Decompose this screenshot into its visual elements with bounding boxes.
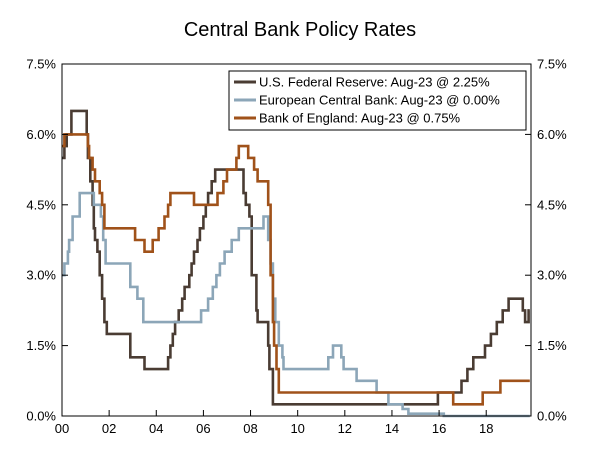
x-tick-label-1: 02 xyxy=(102,421,116,436)
x-tick-label-4: 08 xyxy=(243,421,257,436)
series-line-1 xyxy=(62,191,530,418)
y-tick-label-right-0: 0.0% xyxy=(537,409,567,424)
y-tick-label-right-2: 3.0% xyxy=(537,268,567,283)
series-line-0 xyxy=(62,109,530,406)
x-tick-label-5: 10 xyxy=(290,421,304,436)
chart-title: Central Bank Policy Rates xyxy=(184,19,416,41)
legend-label-1: European Central Bank: Aug-23 @ 0.00% xyxy=(259,93,500,108)
legend-label-2: Bank of England: Aug-23 @ 0.75% xyxy=(259,111,461,126)
legend-box xyxy=(228,70,527,131)
y-tick-label-left-3: 4.5% xyxy=(26,197,56,212)
axes: 0.0% 0.0% 1.5% 1.5% 3.0% 3.0% 4.5% 4.5% 6.0% 6.0%… xyxy=(26,57,567,437)
x-tick-label-7: 14 xyxy=(385,421,399,436)
x-tick-label-3: 06 xyxy=(196,421,210,436)
x-tick-label-0: 00 xyxy=(55,421,69,436)
legend: U.S. Federal Reserve: Aug-23 @ 2.25% Euro… xyxy=(228,70,527,131)
y-tick-label-right-4: 6.0% xyxy=(537,127,567,142)
y-tick-label-right-5: 7.5% xyxy=(537,57,567,72)
y-tick-label-left-0: 0.0% xyxy=(26,409,56,424)
y-tick-label-left-4: 6.0% xyxy=(26,127,56,142)
legend-label-0: U.S. Federal Reserve: Aug-23 @ 2.25% xyxy=(259,75,490,90)
x-tick-label-6: 12 xyxy=(338,421,352,436)
series-line-2 xyxy=(62,133,530,406)
y-tick-label-left-2: 3.0% xyxy=(26,268,56,283)
y-tick-label-right-1: 1.5% xyxy=(537,338,567,353)
plot-frame xyxy=(61,63,532,417)
plot-area xyxy=(62,109,530,418)
y-tick-label-left-5: 7.5% xyxy=(26,57,56,72)
x-tick-label-8: 16 xyxy=(432,421,446,436)
x-tick-label-9: 18 xyxy=(479,421,493,436)
y-tick-label-left-1: 1.5% xyxy=(26,338,56,353)
y-tick-label-right-3: 4.5% xyxy=(537,197,567,212)
x-tick-label-2: 04 xyxy=(149,421,163,436)
